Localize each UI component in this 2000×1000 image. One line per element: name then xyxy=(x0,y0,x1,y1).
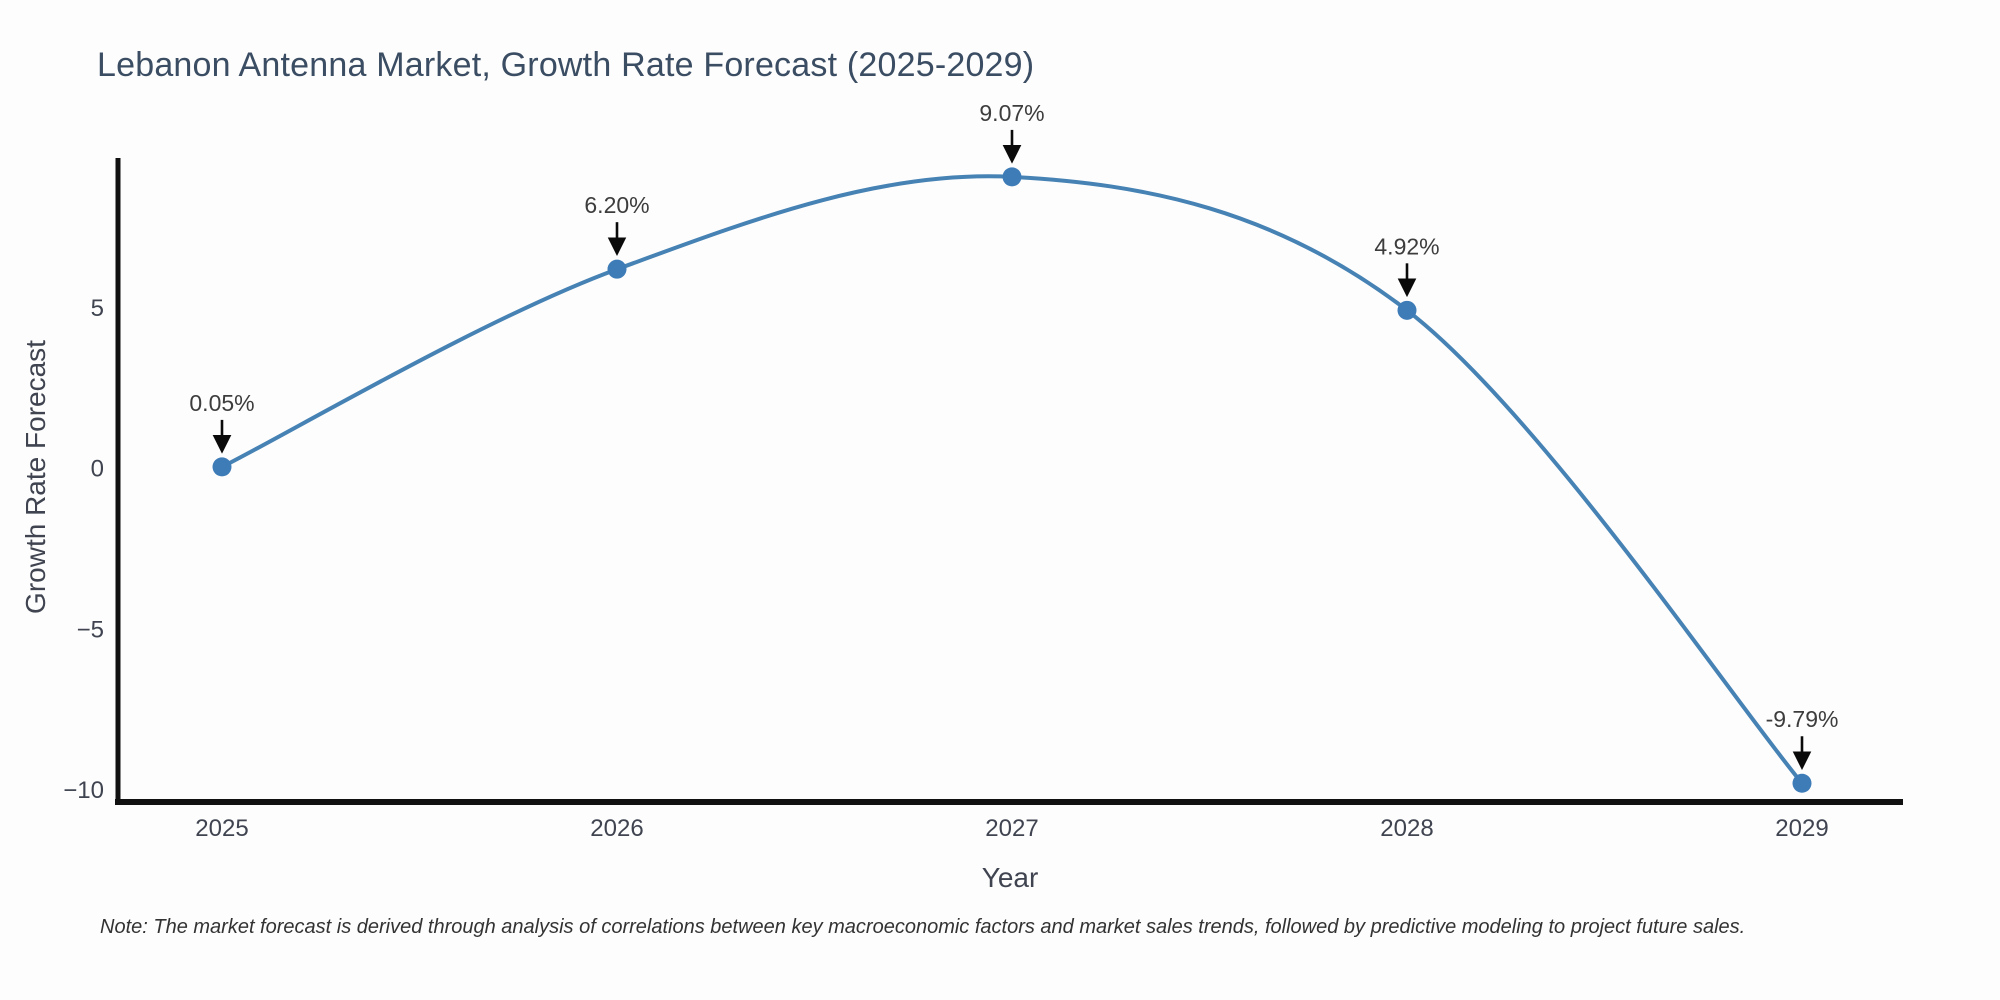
x-tick-2026: 2026 xyxy=(590,815,643,842)
x-axis-title: Year xyxy=(981,862,1039,893)
x-tick-2027: 2027 xyxy=(985,815,1038,842)
series-line xyxy=(220,174,1804,786)
point-label-2026: 6.20% xyxy=(584,192,649,218)
x-tick-2025: 2025 xyxy=(195,815,248,842)
point-label-2027: 9.07% xyxy=(979,100,1044,126)
data-point-2028 xyxy=(1397,300,1417,320)
axes xyxy=(115,158,1903,805)
point-label-2025: 0.05% xyxy=(189,390,254,416)
x-tick-labels: 2025 2026 2027 2028 2029 xyxy=(195,815,1828,842)
series-markers xyxy=(212,167,1812,793)
y-tick-labels: 5 0 −5 −10 xyxy=(63,295,104,804)
data-point-2027 xyxy=(1002,167,1022,187)
footnote: Note: The market forecast is derived thr… xyxy=(100,916,1746,938)
x-tick-2028: 2028 xyxy=(1380,815,1433,842)
data-point-2026 xyxy=(607,259,627,279)
x-tick-2029: 2029 xyxy=(1775,815,1828,842)
point-label-2029: -9.79% xyxy=(1766,706,1839,732)
y-tick--5: −5 xyxy=(77,616,104,643)
y-tick-0: 0 xyxy=(91,456,104,483)
point-label-2028: 4.92% xyxy=(1374,233,1439,259)
y-tick--10: −10 xyxy=(63,777,104,804)
y-tick-5: 5 xyxy=(91,295,104,322)
annotation-arrows xyxy=(212,129,1812,771)
y-axis-title: Growth Rate Forecast xyxy=(20,340,51,614)
annotation-labels: 0.05% 6.20% 9.07% 4.92% -9.79% xyxy=(189,100,1838,732)
chart-title: Lebanon Antenna Market, Growth Rate Fore… xyxy=(97,46,1035,84)
data-point-2025 xyxy=(212,457,232,477)
data-point-2029 xyxy=(1792,773,1812,793)
